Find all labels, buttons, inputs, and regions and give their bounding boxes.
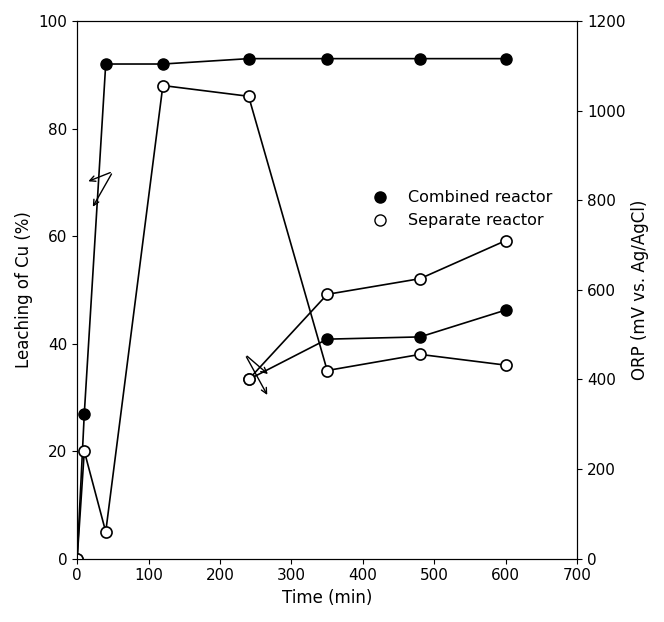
Legend: Combined reactor, Separate reactor: Combined reactor, Separate reactor: [357, 184, 559, 234]
X-axis label: Time (min): Time (min): [282, 589, 373, 607]
Y-axis label: Leaching of Cu (%): Leaching of Cu (%): [15, 211, 33, 368]
Y-axis label: ORP (mV vs. Ag/AgCl): ORP (mV vs. Ag/AgCl): [631, 200, 649, 380]
